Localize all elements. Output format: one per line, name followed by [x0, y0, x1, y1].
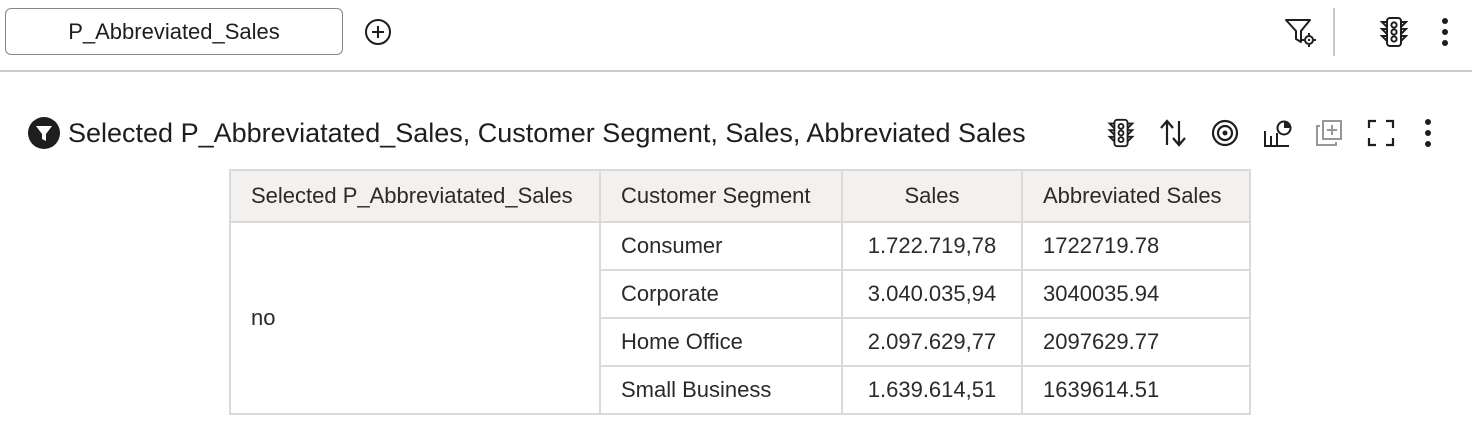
table-row: no Consumer 1.722.719,78 1722719.78 — [229, 221, 1251, 415]
sort-icon[interactable] — [1156, 114, 1190, 152]
duplicate-icon[interactable] — [1312, 114, 1346, 152]
abbreviated-sales-cell[interactable]: 3040035.94 — [1021, 269, 1251, 319]
abbreviated-sales-cell[interactable]: 2097629.77 — [1021, 317, 1251, 367]
visualization-toolbar — [1104, 114, 1440, 152]
abbreviated-sales-cell[interactable]: 1722719.78 — [1021, 221, 1251, 271]
visualization-title: Selected P_Abbreviatated_Sales, Customer… — [68, 118, 1026, 148]
add-circle-icon[interactable] — [362, 16, 394, 48]
segment-cell[interactable]: Corporate — [599, 269, 843, 319]
fullscreen-icon[interactable] — [1364, 114, 1398, 152]
toolbar-separator — [1333, 8, 1335, 56]
column-header[interactable]: Abbreviated Sales — [1021, 169, 1251, 223]
group-cell[interactable]: no — [229, 221, 601, 415]
table-header-row: Selected P_Abbreviatated_Sales Customer … — [229, 169, 1251, 223]
table-row: Corporate 3.040.035,94 3040035.94 — [230, 269, 1251, 319]
sales-cell[interactable]: 1.722.719,78 — [841, 221, 1023, 271]
column-header[interactable]: Sales — [841, 169, 1023, 223]
visualization-header: Selected P_Abbreviatated_Sales, Customer… — [28, 110, 1458, 156]
table-row: Small Business 1.639.614,51 1639614.51 — [230, 365, 1251, 415]
segment-cell[interactable]: Small Business — [599, 365, 843, 415]
top-toolbar: P_Abbreviated_Sales — [0, 0, 1472, 72]
table-row: Home Office 2.097.629,77 2097629.77 — [230, 317, 1251, 367]
kebab-icon[interactable] — [1430, 14, 1460, 50]
kebab-icon[interactable] — [1416, 114, 1440, 152]
traffic-light-icon[interactable] — [1104, 114, 1138, 152]
target-icon[interactable] — [1208, 114, 1242, 152]
column-header[interactable]: Selected P_Abbreviatated_Sales — [229, 169, 601, 223]
traffic-light-icon[interactable] — [1376, 14, 1412, 50]
segment-cell[interactable]: Home Office — [599, 317, 843, 367]
sales-cell[interactable]: 1.639.614,51 — [841, 365, 1023, 415]
parameter-pill-label: P_Abbreviated_Sales — [68, 18, 280, 44]
filter-badge-icon[interactable] — [28, 117, 60, 149]
abbreviated-sales-cell[interactable]: 1639614.51 — [1021, 365, 1251, 415]
segment-cell[interactable]: Consumer — [599, 221, 843, 271]
column-header[interactable]: Customer Segment — [599, 169, 843, 223]
chart-settings-icon[interactable] — [1260, 114, 1294, 152]
sales-cell[interactable]: 2.097.629,77 — [841, 317, 1023, 367]
filter-settings-icon[interactable] — [1282, 14, 1318, 50]
sales-cell[interactable]: 3.040.035,94 — [841, 269, 1023, 319]
parameter-pill[interactable]: P_Abbreviated_Sales — [5, 8, 343, 55]
data-table: Selected P_Abbreviatated_Sales Customer … — [229, 169, 1251, 415]
